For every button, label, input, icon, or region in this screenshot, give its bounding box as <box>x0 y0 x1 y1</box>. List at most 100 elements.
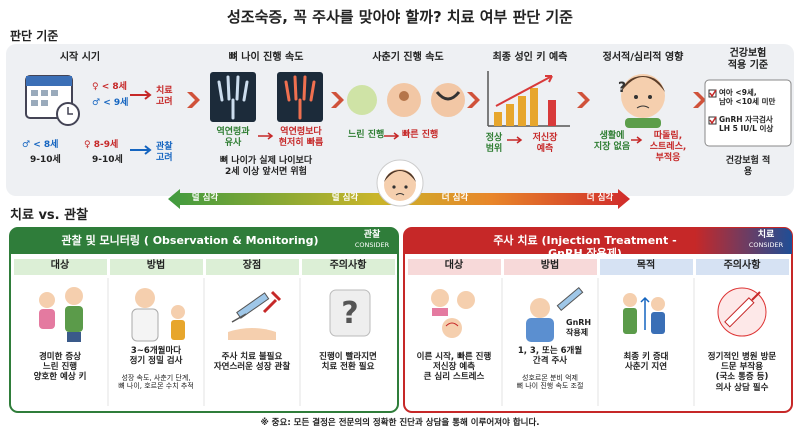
child-face <box>376 159 424 207</box>
arrows <box>130 145 152 155</box>
criterion: ♀ < 8세 <box>92 82 127 92</box>
height-chart-icon <box>487 71 570 127</box>
note: 뼈 나이가 실제 나이보다 2세 이상 앞서면 위험 <box>219 156 313 177</box>
column-header: 장점 <box>242 260 262 271</box>
chevrons <box>577 92 590 108</box>
xray-icons <box>284 75 316 120</box>
worried-face-icon <box>625 118 661 128</box>
arrows <box>130 145 152 155</box>
badge-sub: CONSIDER <box>354 241 390 249</box>
chevrons <box>467 92 480 108</box>
column-text: 정기적인 병원 방문 드문 부작용 (국소 통증 등) 의사 상담 필수 <box>707 352 777 393</box>
caution-syringe-icon <box>717 287 767 337</box>
decoration-layer <box>258 132 643 144</box>
injection-icon <box>526 318 554 342</box>
height-chart-icon <box>548 100 556 126</box>
column-text: 주사 치료 불필요 자연스러운 성장 관찰 <box>213 352 291 373</box>
criterion: ♀ 8-9세 <box>84 140 119 150</box>
calendar-icon <box>67 107 73 115</box>
xray-icons <box>210 72 323 122</box>
kids-icon <box>39 309 55 329</box>
criterion: 9-10세 <box>92 155 123 165</box>
column-subtext: 성장 속도, 사춘기 단계, 뼈 나이, 호르몬 수치 추적 <box>118 374 194 391</box>
child-face <box>395 193 405 196</box>
column-title: 건강보험 적용 기준 <box>727 48 769 71</box>
badge: 치료 <box>757 230 775 240</box>
decoration-layer <box>507 136 523 144</box>
calendar-icon <box>41 90 48 96</box>
injection-icon <box>526 286 584 342</box>
calendar-icon <box>41 100 48 106</box>
level: 느린 진행 <box>348 130 385 140</box>
syringe-hand-icon <box>236 292 270 319</box>
severity-label: 더 심각 <box>441 193 469 203</box>
level: 역연령보다 현저히 빠름 <box>278 127 324 148</box>
xray-icons <box>277 72 323 122</box>
growth-icon <box>651 297 665 311</box>
growth-icon <box>640 296 650 330</box>
observation-col-headers <box>206 259 299 275</box>
observation-header <box>10 228 398 254</box>
xray-icons <box>217 75 249 120</box>
xray-icons <box>284 75 316 120</box>
patients-icon <box>442 318 462 338</box>
child-face <box>384 170 416 182</box>
observation-col-headers <box>14 259 395 275</box>
growth-icon <box>623 293 665 334</box>
decoration-layer <box>709 89 717 125</box>
kids-icon <box>65 287 83 305</box>
panel-title: 주사 치료 (Injection Treatment - GnRH 작용제) <box>493 234 677 261</box>
treatment-col-headers <box>408 259 789 275</box>
worried-face-icon <box>621 74 665 118</box>
criterion: 여아 <9세, 남아 <10세 미만 <box>719 88 776 106</box>
worried-face-icon <box>634 95 638 99</box>
height-chart-icon <box>494 112 502 126</box>
doctor-icon <box>131 288 185 342</box>
syringe-hand-icon <box>228 328 276 340</box>
column-text: 최종 키 증대 사춘기 지연 <box>623 352 669 373</box>
height-chart-icon <box>506 104 514 126</box>
treatment-col-headers <box>408 259 501 275</box>
chevrons <box>331 92 344 108</box>
result: 건강보험 적용 <box>725 156 771 177</box>
chevrons <box>187 92 706 108</box>
height-chart-icon <box>518 96 526 126</box>
level: 저신장 예측 <box>532 133 558 154</box>
height-chart-icon <box>495 75 553 107</box>
doctor-icon <box>171 320 185 340</box>
panel-title: 관찰 및 모니터링 ( Observation & Monitoring) <box>61 234 319 247</box>
syringe-hand-icon <box>231 313 247 323</box>
badge-sub: CONSIDER <box>748 241 784 249</box>
column-header: 대상 <box>444 260 464 271</box>
decision: 관찰 고려 <box>156 142 173 163</box>
severity-label: 더 심각 <box>586 193 614 203</box>
growth-icon <box>623 308 637 334</box>
arrows <box>130 90 152 100</box>
column-title: 정서적/심리적 영향 <box>602 52 684 63</box>
kids-icon <box>65 306 83 332</box>
criterion: 9-10세 <box>30 155 61 165</box>
calendar-icon <box>31 100 38 106</box>
child-face <box>392 185 396 189</box>
column-text: 3~6개월마다 정기 정밀 검사 <box>129 346 183 367</box>
severity-label: 덜 심각 <box>331 193 359 203</box>
puberty-icons <box>435 91 461 101</box>
decoration-layer <box>258 132 274 140</box>
icon-label: GnRH 작용제 <box>566 318 592 337</box>
height-chart-icon <box>530 88 538 126</box>
observation-col-headers <box>110 259 203 275</box>
column-text: 경미한 증상 느린 진행 양호한 예상 키 <box>33 352 87 383</box>
level: 정상 범위 <box>485 133 503 154</box>
checkboxes <box>708 116 717 125</box>
syringe-hand-icon <box>270 290 282 302</box>
section-heading: 치료 vs. 관찰 <box>10 208 89 223</box>
column-text: 1, 3, 또는 6개월 간격 주사 <box>517 346 583 367</box>
column-dividers <box>107 278 695 406</box>
kids-icon <box>39 287 83 342</box>
column-text: 이른 시작, 빠른 진행 저신장 예측 큰 심리 스트레스 <box>416 352 492 383</box>
patients-icon <box>431 289 449 307</box>
patients-icon <box>445 322 459 327</box>
decoration-layer <box>631 136 643 144</box>
treatment-header <box>404 228 792 254</box>
